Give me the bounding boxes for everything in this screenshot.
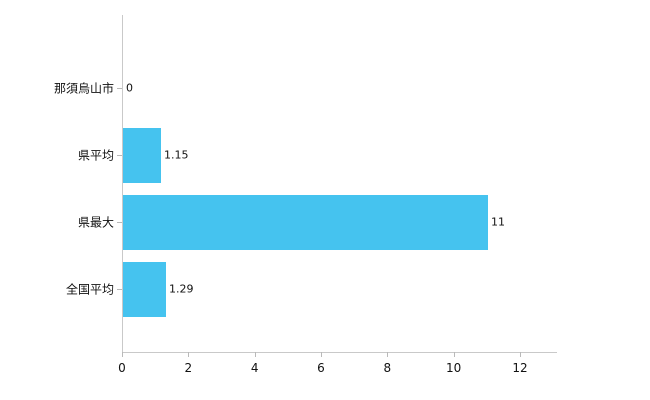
bar-2 xyxy=(123,127,161,183)
y-axis-tick xyxy=(117,222,122,223)
value-label: 0 xyxy=(126,81,133,95)
x-axis-tick-label: 8 xyxy=(383,361,392,375)
x-axis-tick-label: 12 xyxy=(512,361,528,375)
x-axis-tick xyxy=(453,352,455,357)
y-axis-tick xyxy=(117,155,122,156)
x-axis-tick xyxy=(122,352,123,357)
x-axis-tick-label: 4 xyxy=(250,361,259,375)
value-label: 1.29 xyxy=(169,282,194,296)
x-axis-tick-label: 0 xyxy=(118,361,126,375)
x-axis-tick xyxy=(520,352,521,357)
category-label: 県最大 xyxy=(77,215,114,230)
x-axis-tick xyxy=(321,352,322,357)
x-axis-line xyxy=(122,352,557,353)
bar-3 xyxy=(123,194,488,250)
x-axis-tick xyxy=(254,352,256,357)
x-axis-tick xyxy=(387,352,389,357)
category-label: 全国平均 xyxy=(65,282,114,297)
value-label: 11 xyxy=(491,215,505,229)
bar-4 xyxy=(123,261,166,317)
category-label: 県平均 xyxy=(77,148,114,163)
y-axis-tick xyxy=(117,289,122,290)
x-axis-tick xyxy=(188,352,190,357)
x-axis-tick-label: 2 xyxy=(184,361,193,375)
x-axis-tick-label: 10 xyxy=(446,361,462,375)
value-label: 1.15 xyxy=(164,148,189,162)
category-label: 那須烏山市 xyxy=(53,81,114,96)
x-axis-tick-label: 6 xyxy=(317,361,325,375)
y-axis-tick xyxy=(117,88,122,89)
y-axis-line xyxy=(122,15,123,352)
